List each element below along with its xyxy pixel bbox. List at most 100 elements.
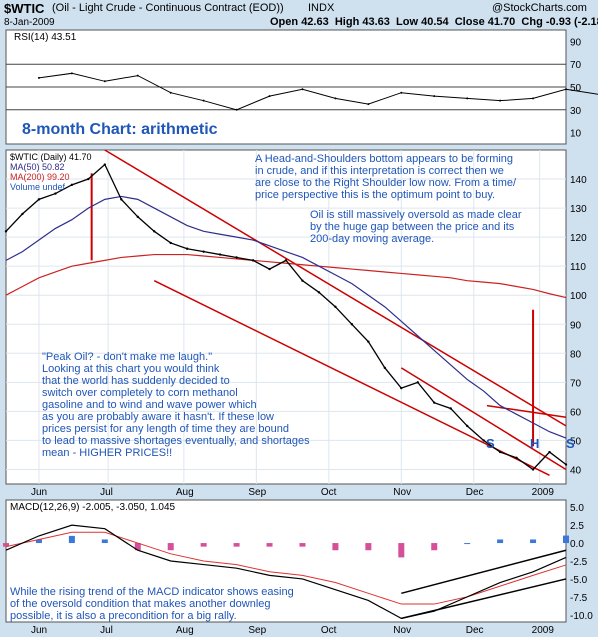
oversold-annotation-line: Oil is still massively oversold as made … [310, 209, 522, 221]
price-point [482, 439, 485, 442]
price-point [367, 340, 370, 343]
price-point [400, 386, 403, 390]
price-point [433, 401, 436, 404]
macd-tick-label: -10.0 [570, 611, 593, 622]
macd-histogram-bar [497, 539, 504, 544]
price-point [120, 198, 123, 201]
macd-xtick-label: Jun [31, 625, 47, 636]
macd-histogram-bar [563, 535, 569, 544]
price-point [317, 291, 321, 294]
price-legend-entry: MA(50) 50.82 [10, 162, 65, 172]
rsi-panel: 90 70 50 30 10 RSI(14) 43.51 8-month Chart: ar… [5, 29, 598, 145]
macd-histogram-bar [266, 543, 273, 547]
rsi-tick-label: 70 [570, 60, 582, 71]
peak-oil-annotation-line: to lead to massive shortages eventually,… [42, 435, 310, 447]
macd-histogram-bar [365, 543, 372, 551]
macd-tick-label: 0.0 [570, 539, 584, 550]
peak-oil-annotation-line: gasoline and to wind and wave power whic… [42, 399, 257, 411]
macd-trendline-lower [401, 578, 567, 620]
rsi-point [367, 103, 370, 106]
macd-histogram-bar [299, 543, 306, 547]
price-tick-label: 40 [570, 465, 582, 476]
hs-mark: S [486, 436, 495, 451]
price-legend-entry: Volume undef [10, 182, 66, 192]
rsi-series-line [38, 72, 598, 111]
hs-annotation-line: are close to the Right Shoulder low now.… [255, 177, 517, 189]
high-label: High [334, 16, 360, 28]
macd-tick-label: 2.5 [570, 521, 584, 532]
chg-value: -0.93 (-2.18%) [545, 16, 598, 28]
price-point [153, 230, 156, 233]
rsi-point [169, 91, 172, 94]
peak-oil-annotation-line: Looking at this chart you would think [42, 363, 220, 375]
header-description: (Oil - Light Crude - Continuous Contract… [52, 2, 284, 14]
price-xtick-label: Jul [100, 487, 113, 498]
macd-tick-label: 5.0 [570, 503, 584, 514]
rsi-tick-label: 50 [570, 83, 582, 94]
header-quote: Open 42.63 High 43.63 Low 40.54 Close 41… [270, 16, 598, 28]
price-tick-label: 50 [570, 436, 582, 447]
price-point [334, 305, 337, 309]
macd-histogram-bar [464, 543, 471, 545]
price-point [284, 259, 288, 262]
macd-xtick-label: Nov [393, 625, 411, 636]
price-point [169, 241, 172, 245]
peak-oil-annotation-line: prices persist for any length of time th… [42, 423, 289, 435]
price-tick-label: 140 [570, 175, 587, 186]
price-plot-area [5, 149, 567, 485]
rsi-point [565, 88, 567, 91]
price-xtick-label: Jun [31, 487, 47, 498]
macd-xtick-label: Dec [466, 625, 484, 636]
macd-histogram-bar [398, 543, 405, 558]
macd-histogram-bar [431, 543, 438, 551]
ma200-line [5, 253, 567, 299]
macd-panel: 5.0 2.5 0.0 -2.5 -5.0 -7.5 -10.0 Jun Jul Aug Sep Oc… [3, 499, 593, 636]
macd-histogram-bar [3, 543, 9, 547]
high-value: 43.63 [362, 16, 390, 28]
hs-annotation-line: price perspective this is the optimum po… [255, 189, 495, 201]
price-point [515, 456, 518, 460]
price-point [548, 450, 551, 454]
channel-upper-line [104, 149, 567, 427]
macd-xtick-label: Aug [176, 625, 194, 636]
price-point [87, 177, 90, 181]
price-xtick-label: Sep [248, 487, 266, 498]
price-point [103, 163, 107, 166]
rsi-point [433, 95, 436, 98]
price-tick-label: 90 [570, 320, 582, 331]
macd-histogram-bar [167, 543, 174, 551]
low-value: 40.54 [421, 16, 449, 28]
price-point [268, 267, 271, 271]
price-point [54, 192, 57, 195]
macd-annotation-line: of the oversold condition that makes ano… [10, 598, 271, 610]
price-point [235, 256, 238, 259]
open-label: Open [270, 16, 299, 28]
macd-xtick-label: 2009 [532, 625, 555, 636]
price-point [185, 247, 189, 250]
rsi-point [466, 97, 469, 100]
rsi-point [334, 97, 337, 100]
header-exchange: INDX [308, 2, 335, 14]
macd-xtick-label: Sep [248, 625, 266, 636]
macd-line [5, 524, 567, 620]
price-xtick-label: Aug [176, 487, 194, 498]
macd-histogram-bar [530, 539, 537, 544]
rsi-point [136, 74, 139, 77]
rsi-point [103, 80, 106, 83]
price-legend-entry: $WTIC (Daily) 41.70 [10, 152, 92, 162]
channel-inner-line [400, 367, 567, 471]
price-point [564, 463, 568, 466]
price-point [136, 215, 139, 218]
macd-xtick-label: Oct [321, 625, 337, 636]
price-tick-label: 100 [570, 291, 587, 302]
macd-tick-label: -7.5 [570, 593, 588, 604]
peak-oil-annotation-line: as you are probably aware it hasn't. If … [42, 411, 274, 423]
price-tick-label: 70 [570, 378, 582, 389]
peak-oil-annotation-line: "Peak Oil? - don't make me laugh." [42, 351, 212, 363]
price-xtick-label: Dec [466, 487, 484, 498]
neckline [486, 404, 567, 418]
channel-lower-line [153, 280, 550, 476]
price-point [202, 250, 205, 253]
price-legend-entry: MA(200) 99.20 [10, 172, 70, 182]
macd-tick-label: -2.5 [570, 557, 588, 568]
